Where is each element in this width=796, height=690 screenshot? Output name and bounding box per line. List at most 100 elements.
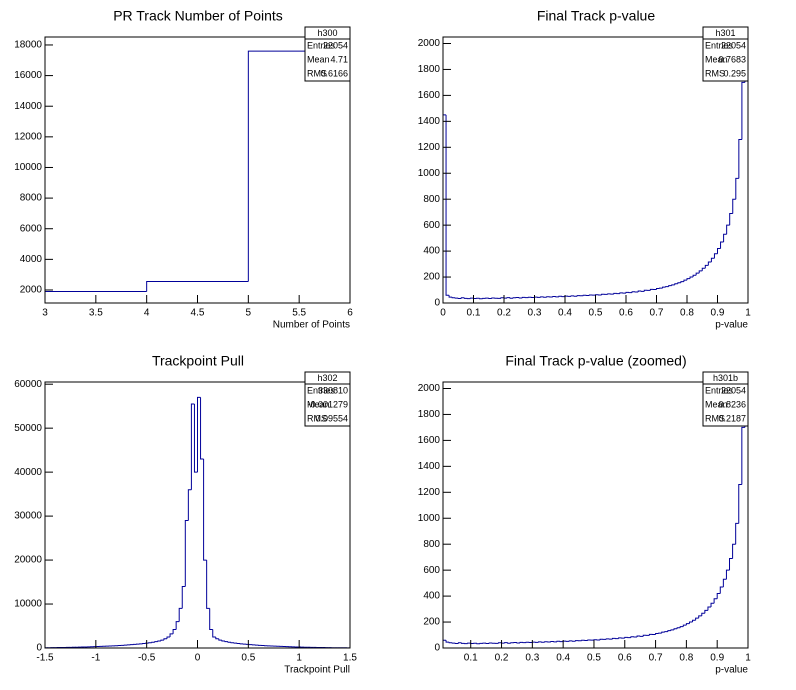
- histogram-bin: [662, 286, 666, 289]
- y-tick-label: 1600: [418, 90, 441, 101]
- histogram-bin: [704, 264, 709, 269]
- histogram-bin: [491, 297, 495, 299]
- histogram-bin: [556, 640, 561, 642]
- y-tick-label: 1400: [418, 116, 441, 127]
- x-tick-label: 0.4: [558, 308, 572, 319]
- histogram-bin: [206, 560, 210, 609]
- x-tick-label: 0: [440, 308, 446, 319]
- pad: Final Track p-value020040060080010001200…: [418, 8, 751, 331]
- histogram-bin: [576, 295, 581, 297]
- stats-title: h301b: [713, 373, 738, 383]
- x-tick-label: 0.5: [241, 653, 255, 664]
- histogram-bin: [723, 233, 727, 243]
- stats-box: [304, 26, 351, 82]
- histogram-bin: [738, 139, 742, 179]
- x-tick-label: 5.5: [292, 308, 306, 319]
- histogram-bin: [587, 639, 591, 641]
- histogram-bin: [648, 633, 653, 636]
- histogram-bin: [680, 281, 684, 283]
- x-tick-label: 3: [42, 308, 48, 319]
- histogram-bin: [605, 638, 610, 640]
- histogram-bin: [538, 641, 542, 643]
- histogram-bin: [713, 598, 718, 604]
- histogram-bin: [698, 270, 703, 274]
- histogram-bin: [197, 396, 201, 473]
- histogram-bin: [187, 489, 192, 521]
- histogram-bin: [698, 615, 702, 619]
- histogram-bin: [707, 606, 712, 611]
- histogram-bin: [200, 397, 204, 460]
- histogram-bin: [443, 639, 447, 648]
- histogram-bin: [448, 295, 453, 298]
- histogram-bin: [175, 621, 180, 630]
- histogram-bin: [692, 619, 696, 623]
- histogram-bin: [656, 287, 660, 290]
- x-tick-label: -1: [91, 653, 100, 664]
- x-tick-label: 0.5: [589, 308, 603, 319]
- histogram-bin: [668, 285, 672, 287]
- histogram-bin: [448, 642, 453, 644]
- stats-value: 0.8236: [718, 399, 746, 409]
- histogram-bin: [735, 177, 739, 200]
- y-tick-label: 50000: [14, 423, 42, 434]
- x-tick-label: 3.5: [89, 308, 103, 319]
- histogram-bin: [624, 636, 628, 639]
- histogram-bin: [184, 519, 189, 587]
- chart-title: Trackpoint Pull: [152, 353, 244, 369]
- histogram-bin: [154, 641, 158, 643]
- histogram-bin: [172, 629, 177, 634]
- histogram: [443, 37, 746, 303]
- y-tick-label: 200: [423, 272, 440, 283]
- y-tick-label: 2000: [20, 285, 43, 296]
- histogram-bin: [169, 633, 174, 638]
- x-tick-label: 0.7: [649, 653, 663, 664]
- x-tick-label: 0.9: [710, 653, 724, 664]
- stats-value: 22054: [721, 40, 746, 50]
- y-tick-label: 1200: [418, 142, 441, 153]
- histogram-bin: [460, 297, 465, 299]
- histogram-bin: [673, 628, 678, 630]
- histogram-bin: [203, 458, 207, 561]
- y-tick-label: 2000: [418, 383, 441, 394]
- y-tick-label: 12000: [14, 131, 42, 142]
- histogram-bin: [685, 623, 690, 626]
- plot-frame: [442, 381, 749, 649]
- chart-title: PR Track Number of Points: [113, 8, 283, 24]
- y-tick-label: 10000: [14, 162, 42, 173]
- histogram-bin: [704, 609, 708, 614]
- histogram-bin: [544, 641, 548, 643]
- histogram-bin: [488, 642, 493, 644]
- histogram-bin: [649, 288, 654, 291]
- histogram-bin: [212, 629, 216, 638]
- x-tick-label: 0.3: [525, 653, 539, 664]
- x-tick-label: 1: [296, 653, 302, 664]
- histogram-bin: [546, 296, 550, 298]
- chart-title: Final Track p-value (zoomed): [505, 353, 686, 369]
- x-tick-label: 0: [195, 653, 201, 664]
- stats-value: 0.09554: [315, 413, 348, 423]
- histogram-bin: [661, 631, 665, 634]
- histogram-bin: [643, 289, 648, 292]
- histogram-bin: [735, 522, 739, 545]
- x-tick-label: 0.6: [618, 653, 632, 664]
- stats-value: 4.71: [330, 54, 348, 64]
- y-tick-label: 0: [434, 298, 440, 309]
- y-tick-label: 6000: [20, 223, 43, 234]
- x-tick-label: 1: [745, 653, 751, 664]
- histogram-bin: [500, 297, 504, 299]
- histogram-bin: [738, 484, 742, 524]
- y-tick-label: 14000: [14, 101, 42, 112]
- stats-label: RMS: [307, 413, 327, 423]
- histogram-bin: [729, 212, 733, 226]
- histogram-bin: [193, 403, 198, 473]
- stats-label: Mean: [705, 54, 728, 64]
- histogram-bin: [509, 297, 514, 299]
- pad: Final Track p-value (zoomed) 0 200 400 600 80…: [418, 353, 751, 676]
- histogram-bin: [443, 114, 447, 303]
- y-tick-label: 200: [423, 617, 440, 628]
- histogram-bin: [636, 635, 641, 637]
- x-tick-label: 0.3: [528, 308, 542, 319]
- histogram-bin: [631, 291, 636, 293]
- y-tick-label: 800: [423, 539, 440, 550]
- histogram-bin: [507, 642, 511, 644]
